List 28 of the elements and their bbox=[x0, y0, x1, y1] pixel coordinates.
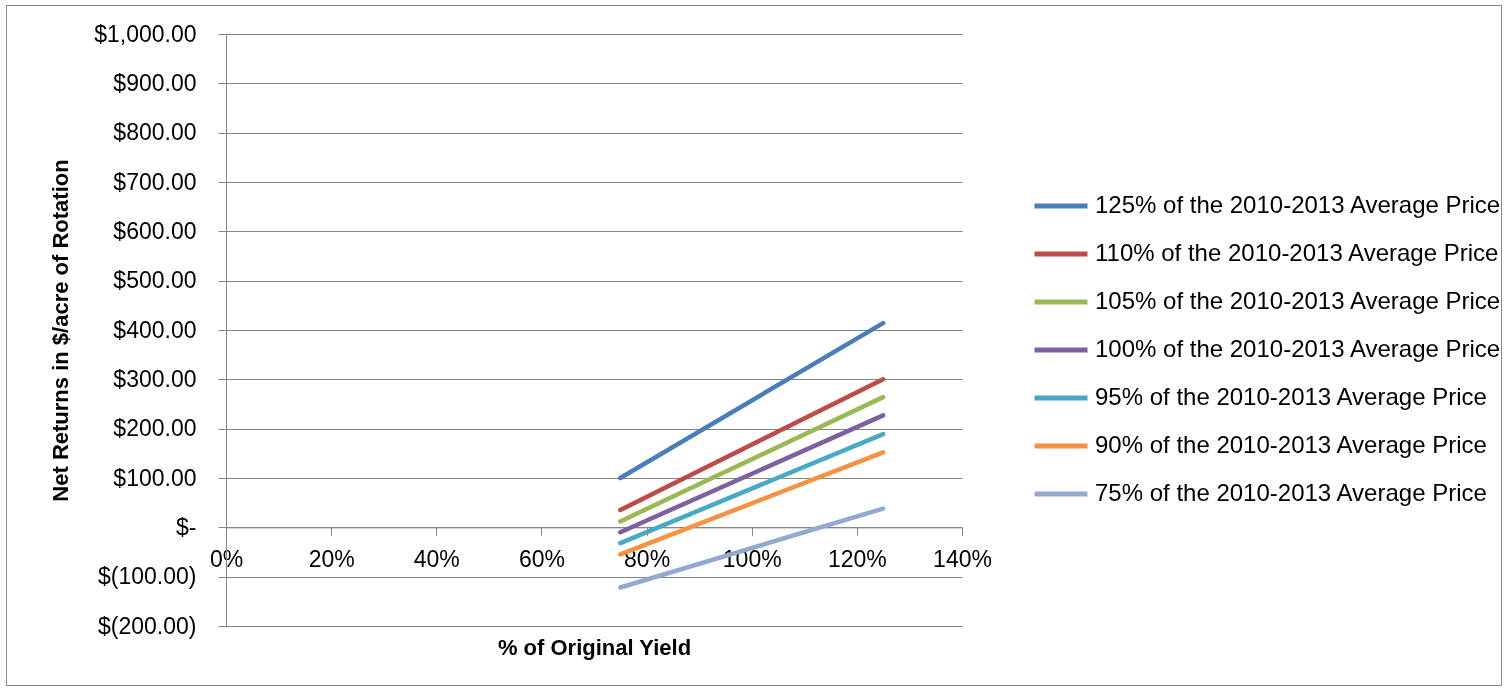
y-tick-label: $(100.00) bbox=[98, 563, 197, 590]
y-axis-title: Net Returns in $/acre of Rotation bbox=[47, 159, 73, 502]
y-tick-label: $1,000.00 bbox=[94, 20, 197, 47]
legend-label: 125% of the 2010-2013 Average Price bbox=[1095, 191, 1501, 218]
x-tick-label: 0% bbox=[209, 545, 244, 572]
legend-label: 75% of the 2010-2013 Average Price bbox=[1095, 479, 1487, 506]
legend-label: 95% of the 2010-2013 Average Price bbox=[1095, 383, 1487, 410]
y-tick-label: $(200.00) bbox=[98, 612, 197, 639]
x-tick-label: 120% bbox=[827, 545, 887, 572]
y-tick-label: $- bbox=[176, 513, 197, 540]
y-tick-label: $400.00 bbox=[113, 316, 197, 343]
x-tick-label: 20% bbox=[308, 545, 355, 572]
legend-label: 110% of the 2010-2013 Average Price bbox=[1095, 239, 1499, 266]
x-axis-title: % of Original Yield bbox=[497, 634, 692, 660]
x-tick-label: 140% bbox=[933, 545, 992, 572]
legend-label: 105% of the 2010-2013 Average Price bbox=[1095, 287, 1501, 314]
legend-label: 90% of the 2010-2013 Average Price bbox=[1095, 431, 1487, 458]
x-tick-label: 40% bbox=[413, 545, 460, 572]
y-tick-label: $600.00 bbox=[113, 217, 197, 244]
y-tick-label: $200.00 bbox=[113, 415, 197, 442]
y-tick-label: $500.00 bbox=[113, 267, 197, 294]
y-tick-label: $700.00 bbox=[113, 168, 197, 195]
y-tick-label: $900.00 bbox=[113, 69, 197, 96]
y-tick-label: $800.00 bbox=[113, 119, 197, 146]
y-tick-label: $300.00 bbox=[113, 365, 197, 392]
y-tick-label: $100.00 bbox=[113, 464, 197, 491]
legend-label: 100% of the 2010-2013 Average Price bbox=[1095, 335, 1501, 362]
x-tick-label: 60% bbox=[518, 545, 565, 572]
